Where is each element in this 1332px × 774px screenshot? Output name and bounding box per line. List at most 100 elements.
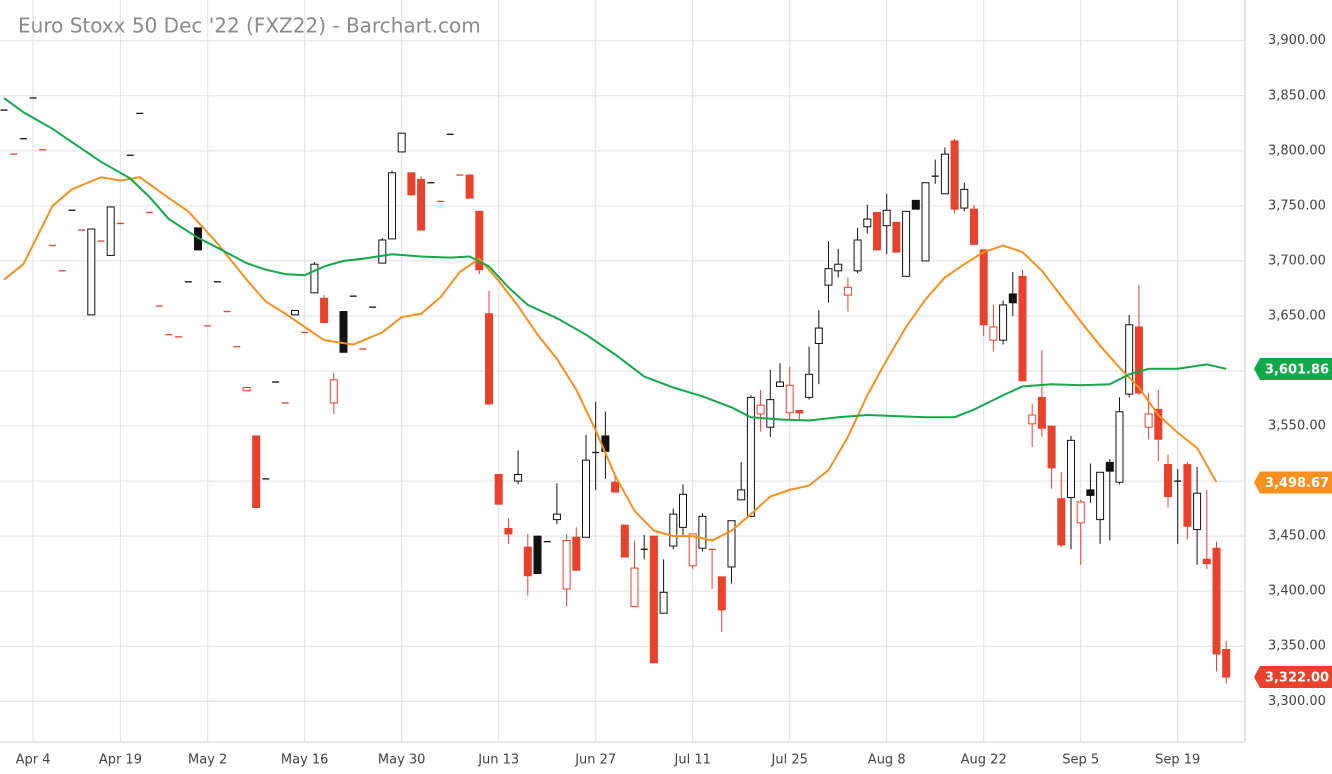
candle-body [1076, 501, 1085, 524]
last-value-tag [1254, 471, 1332, 494]
candle-body [494, 473, 503, 505]
candle-body [388, 172, 396, 240]
x-tick-label: Aug 8 [868, 753, 906, 768]
candle-body [911, 199, 920, 210]
y-tick-label: 3,700.00 [1268, 253, 1326, 268]
candle-body [1183, 464, 1192, 527]
candle-body [960, 188, 969, 209]
x-tick-label: Apr 4 [16, 753, 51, 768]
x-tick-label: Sep 5 [1062, 753, 1099, 768]
candle-body [727, 520, 736, 568]
candle-body [1115, 411, 1124, 483]
last-value-label: 3,601.86 [1265, 362, 1329, 377]
x-tick-label: May 2 [188, 753, 227, 768]
candle-body [523, 546, 532, 577]
x-tick-label: Sep 19 [1155, 753, 1200, 768]
candle-body [620, 524, 629, 558]
candle-body [834, 263, 843, 272]
candle-body [582, 459, 590, 538]
candle-body [756, 404, 765, 415]
x-tick-label: Aug 22 [961, 753, 1007, 768]
candle-body [795, 410, 804, 414]
candle-body [1125, 324, 1134, 395]
candle-body [766, 399, 775, 428]
y-tick-label: 3,750.00 [1268, 198, 1326, 213]
candle-body [475, 210, 484, 271]
candle-body [659, 591, 668, 614]
candle-body [1018, 275, 1027, 382]
y-tick-label: 3,650.00 [1268, 308, 1326, 323]
candle-body [999, 304, 1008, 341]
candle-body [921, 182, 930, 262]
candle-body [853, 239, 862, 272]
candle-body [1164, 464, 1172, 498]
candle-body [882, 209, 891, 227]
candle-body [698, 515, 707, 549]
candle-body [533, 535, 542, 575]
candle-body [87, 228, 96, 316]
candle-body [649, 535, 658, 664]
x-tick-label: Apr 19 [99, 753, 142, 768]
candle-body [552, 513, 561, 521]
candle-body [737, 489, 746, 501]
candle-body [843, 286, 852, 296]
x-tick-label: Jul 11 [674, 753, 711, 768]
candle-body [1212, 547, 1221, 655]
candle-body [989, 326, 998, 341]
candle-body [776, 381, 784, 387]
candle-body [1134, 326, 1143, 394]
grid [0, 0, 1245, 742]
candle-body [630, 567, 639, 608]
x-tick-label: Jul 25 [771, 753, 808, 768]
x-tick-label: Jun 27 [574, 753, 616, 768]
candle-body [252, 435, 261, 509]
candle-body [688, 533, 697, 567]
candle-body [940, 153, 949, 195]
candle-body [1202, 558, 1211, 565]
candle-body [397, 132, 406, 153]
candle-body [1096, 471, 1105, 521]
candle-body [562, 540, 571, 590]
candle-body [339, 311, 348, 353]
candle-body [1222, 649, 1231, 678]
candle-body [1037, 396, 1046, 429]
candle-body [1047, 425, 1056, 469]
moving-average-line [3, 97, 1227, 422]
candle-body [873, 211, 881, 251]
y-tick-label: 3,550.00 [1268, 419, 1326, 434]
candle-body [504, 527, 513, 535]
candle-body [329, 379, 338, 404]
candle-body [1105, 461, 1114, 472]
candle-body [746, 396, 755, 517]
chart-title: Euro Stoxx 50 Dec '22 (FXZ22) - Barchart… [18, 14, 481, 38]
candle-body [970, 208, 978, 245]
candle-body [805, 373, 814, 398]
candle-body [485, 313, 493, 405]
y-tick-label: 3,350.00 [1268, 639, 1326, 654]
candle-body [572, 536, 581, 571]
candle-body [863, 218, 872, 228]
candle-body [378, 239, 387, 264]
candle-body [979, 249, 988, 326]
last-value-label: 3,498.67 [1265, 476, 1329, 491]
moving-average-line [3, 176, 1218, 542]
candle-body [106, 206, 115, 256]
candle-body [1028, 414, 1037, 425]
last-value-tag [1254, 357, 1332, 380]
candle-body [1154, 409, 1163, 440]
candle-body [1057, 498, 1066, 546]
x-tick-label: May 30 [378, 753, 426, 768]
plot [0, 97, 1231, 684]
candle-body [291, 309, 299, 316]
y-tick-label: 3,400.00 [1268, 584, 1326, 599]
candle-body [1193, 492, 1202, 531]
candle-body [310, 263, 319, 294]
candle-body [320, 297, 329, 324]
candle-body [1086, 489, 1095, 496]
candle-body [407, 172, 416, 196]
candle-body [824, 268, 833, 286]
candle-body [902, 210, 911, 277]
last-value-tag [1254, 666, 1332, 689]
candle-body [1067, 439, 1075, 499]
